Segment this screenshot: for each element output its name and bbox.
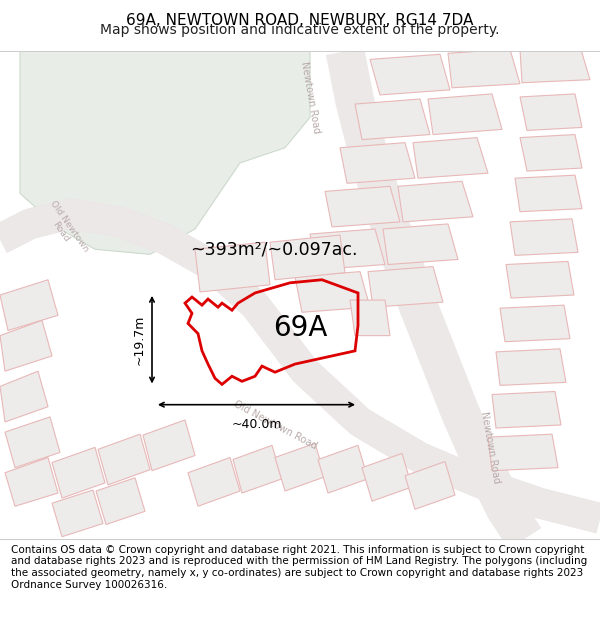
Text: Map shows position and indicative extent of the property.: Map shows position and indicative extent… [100, 23, 500, 37]
Polygon shape [520, 134, 582, 171]
Text: ~393m²/~0.097ac.: ~393m²/~0.097ac. [190, 240, 358, 258]
Polygon shape [52, 490, 103, 537]
Polygon shape [5, 417, 60, 468]
Text: Old Newtown Road: Old Newtown Road [232, 399, 318, 451]
Polygon shape [428, 94, 502, 134]
Text: Old Newtown
Road: Old Newtown Road [40, 199, 90, 259]
Polygon shape [488, 434, 558, 471]
Polygon shape [368, 266, 443, 307]
Polygon shape [520, 46, 590, 82]
Polygon shape [362, 454, 412, 501]
Polygon shape [52, 448, 105, 498]
Polygon shape [195, 242, 270, 292]
Text: Contains OS data © Crown copyright and database right 2021. This information is : Contains OS data © Crown copyright and d… [11, 545, 587, 589]
Polygon shape [510, 219, 578, 256]
Polygon shape [0, 321, 52, 371]
Text: 69A, NEWTOWN ROAD, NEWBURY, RG14 7DA: 69A, NEWTOWN ROAD, NEWBURY, RG14 7DA [127, 12, 473, 28]
Polygon shape [398, 181, 473, 222]
Polygon shape [295, 272, 370, 312]
Polygon shape [340, 142, 415, 183]
Polygon shape [143, 420, 195, 471]
Polygon shape [0, 371, 48, 422]
Polygon shape [5, 458, 58, 506]
Polygon shape [96, 478, 145, 524]
Text: ~40.0m: ~40.0m [231, 418, 282, 431]
Polygon shape [0, 280, 58, 331]
Polygon shape [310, 229, 385, 269]
Polygon shape [233, 445, 282, 493]
Polygon shape [350, 300, 390, 336]
Polygon shape [270, 235, 345, 280]
Polygon shape [448, 49, 520, 88]
Text: Newtown Road: Newtown Road [479, 411, 501, 484]
Text: Newtown Road: Newtown Road [299, 60, 321, 134]
Polygon shape [520, 94, 582, 131]
Polygon shape [515, 175, 582, 212]
Polygon shape [413, 138, 488, 178]
Polygon shape [405, 461, 455, 509]
Polygon shape [98, 434, 150, 485]
Polygon shape [188, 458, 240, 506]
Polygon shape [506, 261, 574, 298]
Text: 69A: 69A [273, 314, 327, 341]
Polygon shape [492, 391, 561, 428]
Polygon shape [325, 186, 400, 227]
Text: ~19.7m: ~19.7m [133, 314, 146, 365]
Polygon shape [496, 349, 566, 386]
Polygon shape [370, 54, 450, 95]
Polygon shape [275, 443, 325, 491]
Polygon shape [355, 99, 430, 139]
Polygon shape [318, 445, 368, 493]
Polygon shape [20, 51, 310, 254]
Polygon shape [383, 224, 458, 264]
Polygon shape [500, 305, 570, 342]
